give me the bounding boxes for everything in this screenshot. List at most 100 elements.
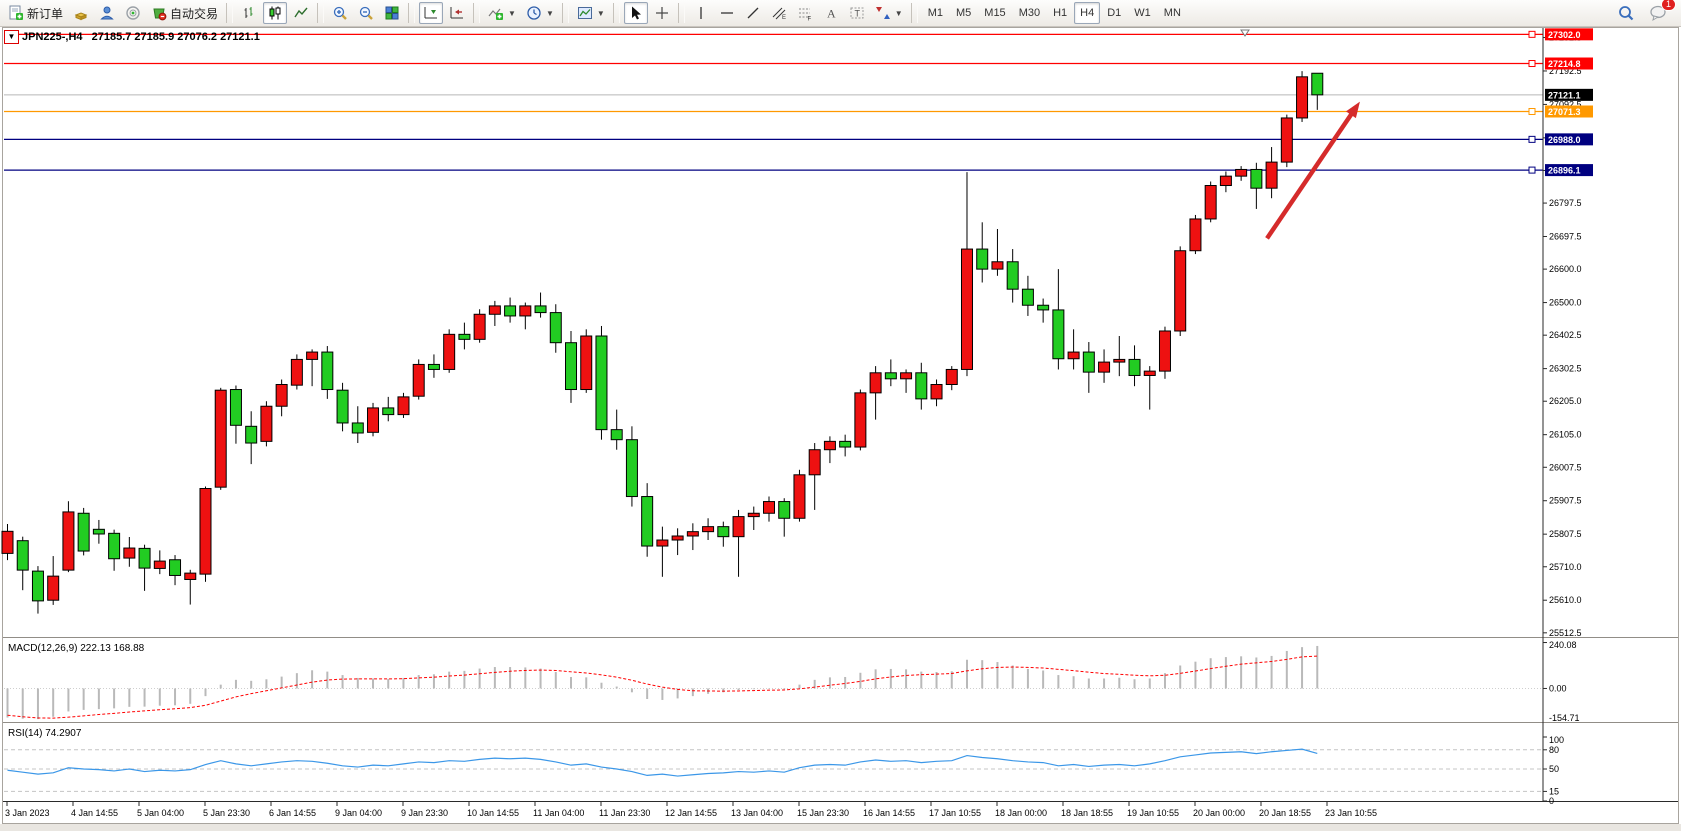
candle-up (473, 313, 486, 340)
price-line-handle[interactable] (1528, 60, 1536, 68)
cursor-button[interactable] (623, 2, 648, 24)
tab-timeframe-D1[interactable]: D1 (1107, 7, 1122, 19)
chevron-down-icon: ▼ (894, 8, 903, 18)
horizontal-line-button[interactable] (715, 2, 739, 24)
periods-button[interactable]: ▼ (522, 2, 558, 24)
text-button[interactable]: A (819, 2, 843, 24)
tab-timeframe-M30[interactable]: M30 (1018, 7, 1041, 19)
candle-up (991, 261, 1004, 270)
tab-timeframe-MN[interactable]: MN (1163, 7, 1181, 19)
candle-up (1296, 76, 1309, 119)
price-line-handle[interactable] (1528, 135, 1536, 143)
auto-trading-icon (153, 8, 167, 21)
time-axis-label: 18 Jan 18:55 (1061, 808, 1113, 818)
candle-up (306, 351, 319, 360)
svg-text:T: T (854, 9, 860, 19)
trendline-button[interactable] (741, 2, 765, 24)
zoom-in-button[interactable] (328, 2, 352, 24)
chart-shift-marker[interactable] (1240, 29, 1250, 37)
price-tick-label: 25610.0 (1549, 595, 1582, 605)
candle-down (351, 422, 364, 434)
time-axis-label: 11 Jan 23:30 (599, 808, 650, 818)
candle-up (671, 535, 684, 541)
new-order-label: 新订单 (27, 6, 64, 21)
price-tick-label: 26205.0 (1549, 396, 1582, 406)
candlestick-mode-button[interactable] (263, 2, 288, 24)
candle-down (625, 439, 638, 498)
candle-up (747, 512, 760, 518)
chart-title: JPN225-,H4 27185.7 27185.9 27076.2 27121… (22, 31, 260, 43)
candle-up (397, 396, 410, 416)
rsi-line (7, 748, 1318, 777)
horizontal-line-icon (720, 12, 733, 14)
arrows-button[interactable]: ▼ (871, 2, 907, 24)
candle-down (1052, 309, 1065, 360)
macd-signal-line (7, 655, 1318, 719)
symbol-marker[interactable]: ▼ (4, 30, 19, 44)
tab-timeframe-H1[interactable]: H1 (1053, 7, 1068, 19)
time-axis-label: 12 Jan 14:55 (665, 808, 717, 818)
text-label-button[interactable]: T (845, 2, 869, 24)
candle-up (869, 372, 882, 394)
price-line-label-box (1545, 164, 1593, 177)
toolbar: 新订单 自动交易 (0, 0, 1681, 27)
candle-up (1219, 175, 1232, 187)
crosshair-button[interactable] (650, 2, 674, 24)
fibonacci-button[interactable]: F (793, 2, 817, 24)
price-tick-label: 26105.0 (1549, 430, 1582, 440)
toolbar-separator (561, 3, 569, 23)
market-depth-button[interactable] (69, 2, 93, 24)
gold-block-icon (74, 12, 88, 21)
candle-down (1037, 304, 1050, 311)
templates-button[interactable]: ▼ (573, 2, 609, 24)
tab-timeframe-M1[interactable]: M1 (927, 7, 943, 19)
signal-button[interactable] (121, 2, 145, 24)
candle-down (31, 570, 44, 602)
tab-timeframe-W1[interactable]: W1 (1134, 7, 1151, 19)
candle-down (534, 305, 547, 314)
channel-button[interactable]: E (767, 2, 791, 24)
time-axis-label: 16 Jan 14:55 (863, 808, 915, 818)
svg-text:E: E (782, 15, 786, 21)
trend-arrow-head[interactable] (1345, 101, 1360, 119)
price-line-handle[interactable] (1528, 30, 1536, 38)
line-chart-mode-button[interactable] (289, 2, 313, 24)
candle-up (702, 526, 715, 533)
indicators-button[interactable]: ▼ (484, 2, 520, 24)
bar-chart-mode-button[interactable] (237, 2, 261, 24)
tab-timeframe-H4[interactable]: H4 (1074, 2, 1101, 24)
candle-down (336, 389, 349, 424)
current-price-label-text: 27121.1 (1548, 90, 1581, 100)
candle-up (580, 335, 593, 391)
candle-up (1189, 218, 1202, 252)
new-order-button[interactable]: 新订单 (4, 2, 67, 24)
vertical-line-button[interactable] (689, 2, 713, 24)
tile-windows-button[interactable] (380, 2, 404, 24)
trend-arrow-line[interactable] (1265, 110, 1356, 240)
search-icon (1619, 6, 1634, 21)
time-axis-label: 13 Jan 04:00 (731, 808, 783, 818)
candles-layer (1, 71, 1324, 614)
candle-up (1174, 250, 1187, 332)
candle-up (1235, 168, 1248, 177)
candle-down (839, 440, 852, 448)
candle-down (229, 389, 242, 426)
notifications-button[interactable]: 1 (1645, 0, 1676, 24)
candle-up (519, 305, 532, 317)
zoom-out-button[interactable] (354, 2, 378, 24)
tab-timeframe-M5[interactable]: M5 (956, 7, 972, 19)
toolbar-separator (226, 3, 234, 23)
price-line-label-box (1545, 28, 1593, 41)
chart-shift-button[interactable] (445, 2, 469, 24)
zoom-out-icon (359, 6, 373, 20)
auto-trading-button[interactable]: 自动交易 (147, 2, 222, 24)
search-button[interactable] (1613, 2, 1639, 24)
auto-scroll-button[interactable] (419, 2, 444, 24)
price-line-handle[interactable] (1528, 166, 1536, 174)
tab-timeframe-M15[interactable]: M15 (984, 7, 1006, 19)
toolbar-separator (317, 3, 325, 23)
price-line-handle[interactable] (1528, 108, 1536, 116)
terminal-button[interactable] (95, 2, 119, 24)
